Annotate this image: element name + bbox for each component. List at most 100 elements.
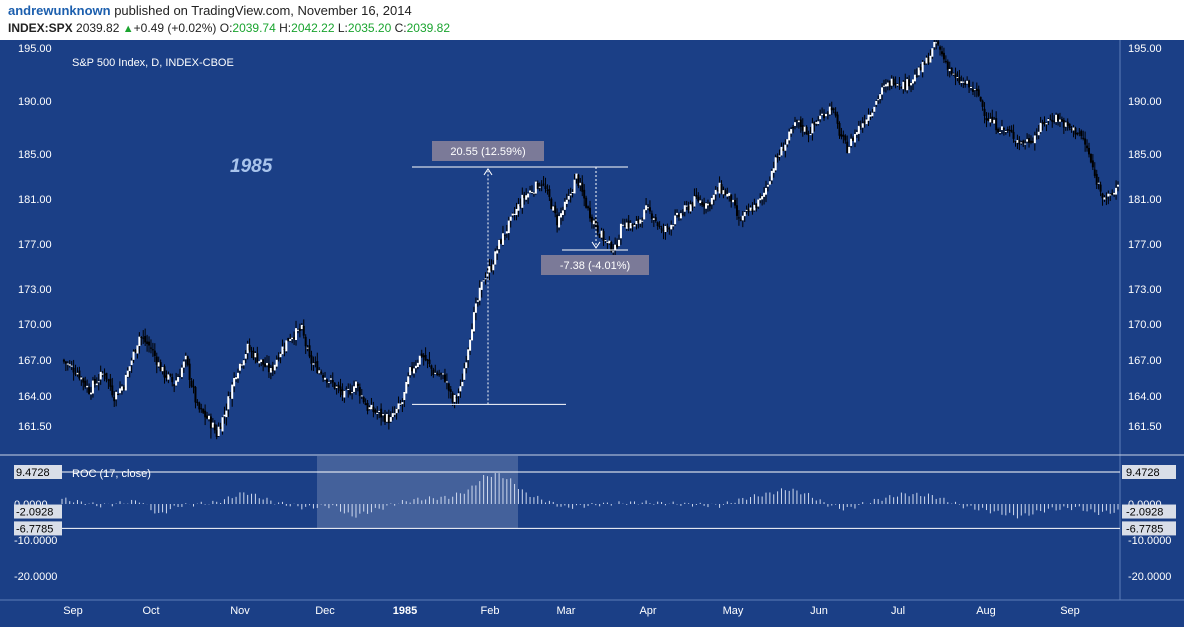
last-price: 2039.82 [76, 21, 120, 35]
price-tick-label: 195.00 [1128, 43, 1162, 55]
candle-up [231, 384, 234, 399]
candle-down [188, 363, 191, 380]
roc-value-box [1122, 521, 1176, 536]
candle-down [805, 126, 808, 135]
price-tick-label-left: 167.00 [18, 355, 52, 367]
candle-down [349, 390, 352, 395]
candle-down [171, 376, 174, 383]
candle-up [811, 123, 814, 134]
roc-title: ROC (17, close) [72, 468, 151, 480]
candle-up [933, 41, 936, 48]
time-tick-label: Sep [63, 605, 83, 617]
candle-down [84, 380, 87, 387]
candle-up [296, 329, 299, 331]
candle-up [993, 119, 996, 124]
candle-down [852, 137, 855, 141]
candle-down [892, 78, 895, 85]
price-axis: 195.00 195.00 190.00 190.00 185.00 185.00 181.… [18, 43, 1162, 433]
candle-up [513, 213, 516, 215]
candle-down [169, 374, 172, 376]
candle-up [76, 372, 79, 375]
roc-highlight-range [317, 456, 518, 528]
candle-down [88, 387, 91, 394]
candle-down [426, 359, 429, 361]
candle-up [635, 220, 638, 225]
candle-up [855, 132, 858, 135]
candle-down [923, 62, 926, 65]
candle-up [1097, 182, 1100, 184]
candle-down [1010, 129, 1013, 133]
candle-down [654, 217, 657, 221]
candle-up [931, 48, 934, 57]
candle-up [254, 352, 257, 358]
candle-down [341, 389, 344, 396]
candle-up [670, 224, 673, 230]
candle-down [198, 402, 201, 410]
candle-up [498, 239, 501, 250]
candle-up [824, 113, 827, 117]
chart-area[interactable]: 195.00 195.00 190.00 190.00 185.00 185.00 181.… [0, 40, 1184, 627]
candle-up [683, 205, 686, 212]
candle-up [465, 362, 468, 369]
candle-down [144, 336, 147, 343]
candle-up [184, 355, 187, 360]
candle-down [271, 366, 274, 372]
author-link[interactable]: andrewunknown [8, 3, 111, 18]
price-tick-label-left: 164.00 [18, 391, 52, 403]
candle-up [561, 210, 564, 216]
candle-up [240, 364, 243, 366]
candle-down [1068, 123, 1071, 129]
candle-up [567, 195, 570, 200]
candle-down [801, 125, 804, 131]
candle-down [958, 76, 961, 84]
candle-up [312, 363, 315, 365]
candle-down [995, 118, 998, 131]
candle-up [476, 300, 479, 302]
roc-value-box [1122, 465, 1176, 479]
time-tick-label: Jun [810, 605, 828, 617]
price-tick-label: 190.00 [1128, 96, 1162, 108]
candle-up [850, 138, 853, 146]
price-change: +0.49 (+0.02%) [133, 21, 217, 35]
candle-down [153, 350, 156, 356]
candle-down [109, 378, 112, 387]
candle-up [527, 193, 530, 198]
candle-up [913, 74, 916, 82]
candle-up [1055, 114, 1058, 123]
candle-down [708, 202, 711, 207]
candle-up [347, 388, 350, 390]
candle-up [405, 381, 408, 394]
candle-up [472, 312, 475, 332]
candle-up [1064, 122, 1067, 127]
candle-up [906, 79, 909, 91]
time-tick-label: Nov [230, 605, 250, 617]
candle-down [229, 397, 232, 399]
open-value: 2039.74 [232, 21, 276, 35]
candle-up [1039, 122, 1042, 133]
price-tick-label-left: 177.00 [18, 239, 52, 251]
candle-down [443, 374, 446, 382]
price-tick-label: 177.00 [1128, 239, 1162, 251]
candle-up [306, 347, 309, 349]
time-tick-label: Jul [891, 605, 905, 617]
candle-up [289, 338, 292, 341]
candle-up [714, 189, 717, 195]
candle-down [776, 156, 779, 158]
candle-down [1078, 132, 1081, 134]
open-label: O: [219, 21, 233, 35]
roc-value-box-left [14, 465, 62, 479]
candle-down [650, 213, 653, 219]
candle-up [180, 367, 183, 378]
candle-down [720, 184, 723, 194]
candle-down [844, 135, 847, 141]
candle-up [459, 386, 462, 392]
candle-down [264, 363, 267, 367]
candle-down [927, 57, 930, 64]
candle-down [293, 337, 296, 340]
candle-down [62, 359, 65, 362]
candle-down [1043, 121, 1046, 125]
candle-up [788, 131, 791, 141]
candle-down [1031, 141, 1034, 143]
candle-up [275, 359, 278, 367]
candle-up [95, 383, 98, 386]
